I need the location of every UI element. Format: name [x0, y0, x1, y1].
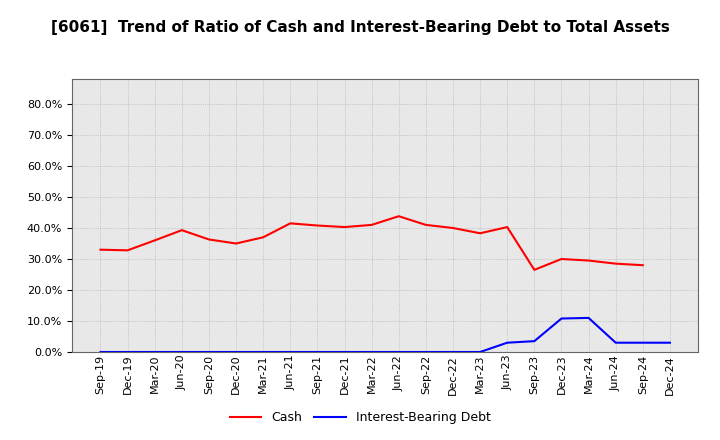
Cash	[449, 225, 457, 231]
Cash	[286, 221, 294, 226]
Cash	[639, 263, 647, 268]
Cash	[584, 258, 593, 263]
Cash	[476, 231, 485, 236]
Interest-Bearing Debt	[259, 349, 268, 355]
Text: [6061]  Trend of Ratio of Cash and Interest-Bearing Debt to Total Assets: [6061] Trend of Ratio of Cash and Intere…	[50, 20, 670, 35]
Line: Cash: Cash	[101, 216, 643, 270]
Cash	[530, 267, 539, 272]
Cash	[259, 235, 268, 240]
Interest-Bearing Debt	[178, 349, 186, 355]
Interest-Bearing Debt	[367, 349, 376, 355]
Cash	[503, 224, 511, 230]
Interest-Bearing Debt	[449, 349, 457, 355]
Line: Interest-Bearing Debt: Interest-Bearing Debt	[101, 318, 670, 352]
Interest-Bearing Debt	[341, 349, 349, 355]
Interest-Bearing Debt	[395, 349, 403, 355]
Interest-Bearing Debt	[150, 349, 159, 355]
Cash	[204, 237, 213, 242]
Interest-Bearing Debt	[665, 340, 674, 345]
Interest-Bearing Debt	[204, 349, 213, 355]
Interest-Bearing Debt	[639, 340, 647, 345]
Interest-Bearing Debt	[286, 349, 294, 355]
Interest-Bearing Debt	[313, 349, 322, 355]
Cash	[232, 241, 240, 246]
Cash	[178, 227, 186, 233]
Interest-Bearing Debt	[96, 349, 105, 355]
Interest-Bearing Debt	[421, 349, 430, 355]
Interest-Bearing Debt	[611, 340, 620, 345]
Cash	[123, 248, 132, 253]
Legend: Cash, Interest-Bearing Debt: Cash, Interest-Bearing Debt	[225, 407, 495, 429]
Cash	[367, 222, 376, 227]
Interest-Bearing Debt	[557, 316, 566, 321]
Cash	[96, 247, 105, 252]
Interest-Bearing Debt	[476, 349, 485, 355]
Cash	[421, 222, 430, 227]
Cash	[150, 238, 159, 243]
Interest-Bearing Debt	[530, 338, 539, 344]
Interest-Bearing Debt	[123, 349, 132, 355]
Cash	[395, 213, 403, 219]
Cash	[557, 257, 566, 262]
Interest-Bearing Debt	[232, 349, 240, 355]
Cash	[313, 223, 322, 228]
Cash	[611, 261, 620, 266]
Interest-Bearing Debt	[503, 340, 511, 345]
Cash	[341, 224, 349, 230]
Interest-Bearing Debt	[584, 315, 593, 320]
